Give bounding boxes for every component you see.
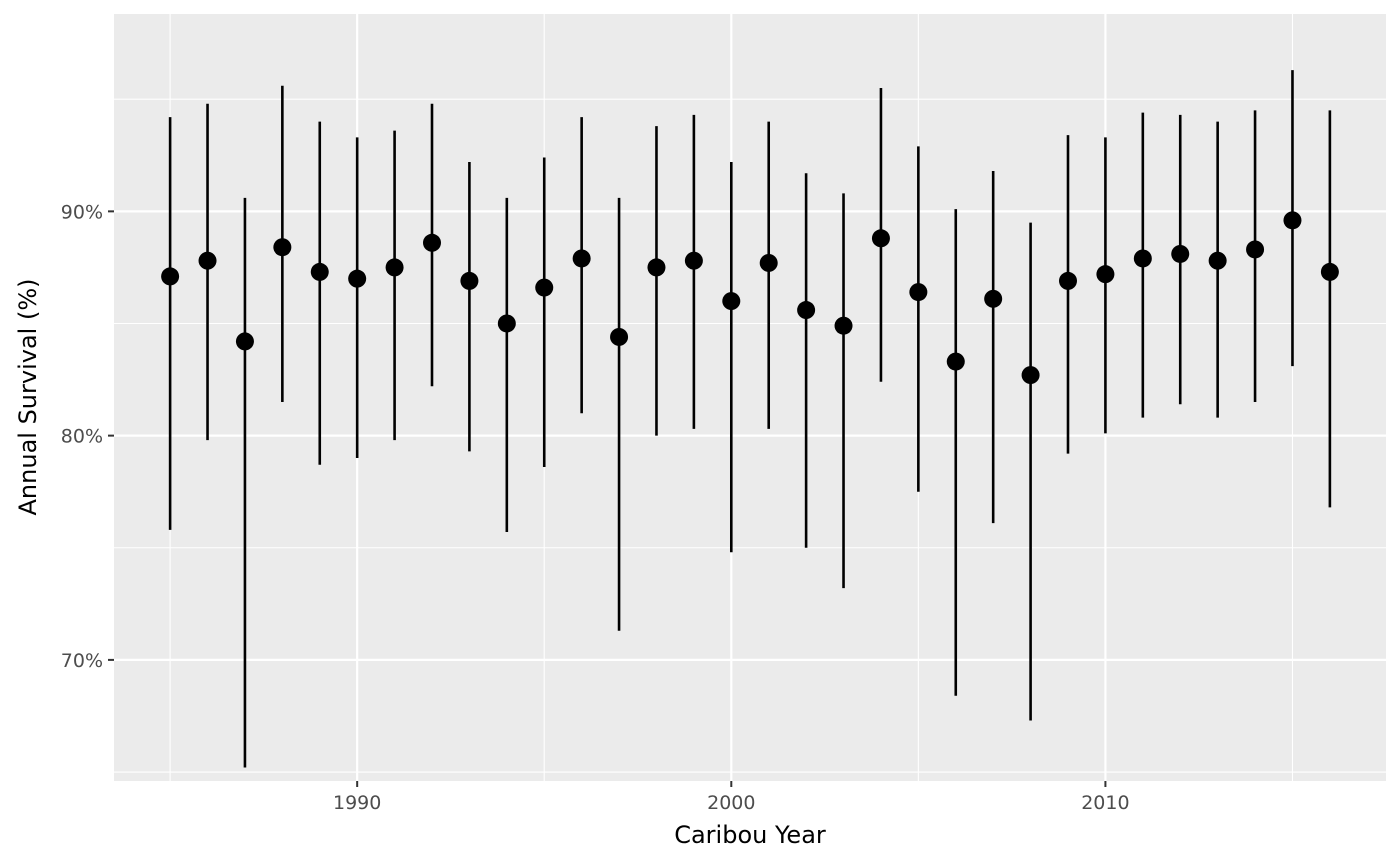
data-point — [984, 289, 1003, 308]
x-axis-title: Caribou Year — [674, 821, 826, 849]
data-point — [460, 271, 479, 290]
data-point — [572, 249, 591, 268]
data-point — [497, 314, 516, 333]
y-tick-label: 90% — [61, 201, 103, 223]
data-point — [1283, 211, 1302, 230]
data-point — [759, 253, 778, 272]
x-tick-label: 1990 — [333, 792, 381, 814]
x-tick-label: 2010 — [1081, 792, 1129, 814]
data-point — [310, 262, 329, 281]
data-point — [235, 332, 254, 351]
data-point — [1320, 262, 1339, 281]
data-point — [385, 258, 404, 277]
data-point — [610, 327, 629, 346]
data-marks — [161, 70, 1339, 768]
plot-panel — [114, 14, 1386, 781]
data-point — [684, 251, 703, 270]
y-axis: 70% 80% 90% — [61, 201, 114, 672]
data-point — [1021, 366, 1040, 385]
data-point — [535, 278, 554, 297]
data-point — [1208, 251, 1227, 270]
data-point — [1133, 249, 1152, 268]
data-point — [348, 269, 367, 288]
data-point — [722, 292, 741, 311]
data-point — [1059, 271, 1077, 290]
y-axis-title: Annual Survival (%) — [14, 279, 42, 516]
data-point — [797, 301, 816, 320]
y-tick-label: 70% — [61, 650, 103, 672]
data-point — [198, 251, 217, 270]
data-point — [909, 283, 928, 302]
y-tick-label: 80% — [61, 426, 103, 448]
data-point — [946, 352, 965, 371]
data-point — [1246, 240, 1265, 259]
data-point — [871, 229, 890, 248]
data-point — [1171, 244, 1190, 263]
data-point — [647, 258, 666, 277]
data-point — [273, 238, 292, 257]
data-point — [1096, 265, 1115, 284]
x-axis: 1990 2000 2010 — [333, 781, 1130, 814]
x-tick-label: 2000 — [707, 792, 755, 814]
data-point — [834, 316, 853, 335]
data-point — [423, 233, 441, 252]
data-point — [161, 267, 180, 286]
